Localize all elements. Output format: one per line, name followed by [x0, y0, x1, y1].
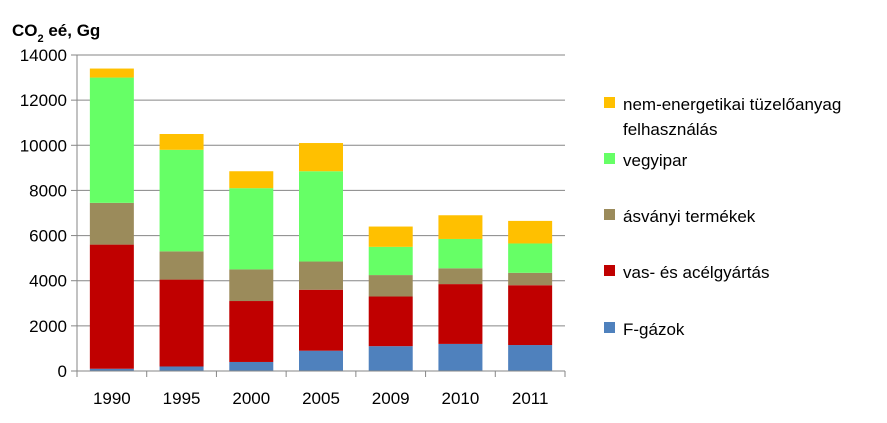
- bar-segment: [299, 261, 343, 290]
- bar-segment: [89, 202, 134, 245]
- y-tick-label: 2000: [29, 317, 67, 336]
- legend-swatch: [604, 97, 615, 108]
- x-tick-label: 2000: [232, 389, 270, 408]
- x-tick-label: 2011: [512, 389, 549, 408]
- bar-segment: [438, 284, 483, 344]
- bar-segment: [89, 68, 134, 78]
- y-tick-label: 10000: [20, 136, 67, 155]
- bar-segment: [229, 171, 274, 189]
- bar-segment: [508, 243, 553, 273]
- x-tick-label: 1995: [163, 389, 201, 408]
- y-tick-label: 6000: [29, 227, 67, 246]
- y-axis-ticks: 0 2000 4000 6000 8000 10000 12000 14000: [20, 46, 77, 381]
- y-tick-label: 14000: [20, 46, 67, 65]
- legend-label: ásványi termékek: [623, 207, 756, 226]
- legend-label: nem-energetikai tüzelőanyag: [623, 95, 841, 114]
- bar-segment: [508, 272, 553, 286]
- y-tick-label: 0: [58, 362, 67, 381]
- bar-segment: [159, 134, 204, 150]
- legend: nem-energetikai tüzelőanyag felhasználás v…: [604, 95, 841, 339]
- bars: [89, 68, 553, 371]
- bar-segment: [508, 220, 553, 244]
- bar-segment: [89, 368, 134, 371]
- bar-segment: [229, 361, 274, 371]
- bar-segment: [368, 246, 413, 276]
- y-tick-label: 4000: [29, 272, 67, 291]
- bar-segment: [299, 143, 343, 172]
- bar-segment: [299, 350, 343, 371]
- legend-label: vegyipar: [623, 151, 688, 170]
- bar-segment: [229, 269, 274, 302]
- bar-segment: [159, 251, 204, 280]
- legend-swatch: [604, 322, 615, 333]
- bar-segment: [508, 345, 553, 371]
- bar-segment: [508, 285, 553, 346]
- bar-segment: [438, 238, 483, 269]
- x-tick-label: 1990: [93, 389, 131, 408]
- y-tick-label: 12000: [20, 91, 67, 110]
- x-tick-label: 2010: [442, 389, 480, 408]
- y-tick-label: 8000: [29, 181, 67, 200]
- bar-segment: [229, 301, 274, 362]
- legend-label: felhasználás: [623, 120, 718, 139]
- bar-segment: [438, 343, 483, 371]
- bar-segment: [89, 77, 134, 203]
- legend-label: vas- és acélgyártás: [623, 263, 769, 282]
- x-axis: 1990 1995 2000 2005 2009 2010 2011: [76, 55, 566, 408]
- legend-swatch: [604, 265, 615, 276]
- bar-segment: [229, 188, 274, 270]
- bar-segment: [159, 366, 204, 371]
- legend-swatch: [604, 153, 615, 164]
- bar-segment: [438, 268, 483, 285]
- bar-segment: [368, 346, 413, 371]
- bar-segment: [159, 149, 204, 252]
- x-tick-label: 2005: [302, 389, 340, 408]
- bar-segment: [368, 226, 413, 247]
- legend-swatch: [604, 209, 615, 220]
- bar-segment: [89, 244, 134, 369]
- bar-segment: [159, 279, 204, 367]
- bar-segment: [299, 289, 343, 351]
- bar-segment: [299, 171, 343, 262]
- bar-segment: [368, 296, 413, 347]
- bar-segment: [438, 215, 483, 239]
- legend-label: F-gázok: [623, 320, 685, 339]
- x-tick-label: 2009: [372, 389, 410, 408]
- bar-segment: [368, 275, 413, 297]
- y-axis-title: CO2 eé, Gg: [12, 21, 100, 45]
